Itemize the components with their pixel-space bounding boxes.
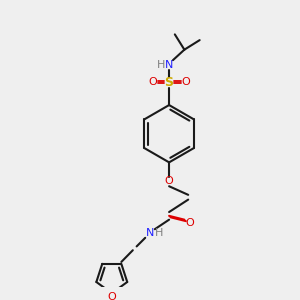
Text: O: O xyxy=(148,77,157,87)
Text: N: N xyxy=(165,60,173,70)
Text: S: S xyxy=(165,76,174,88)
Text: O: O xyxy=(181,77,190,87)
Text: O: O xyxy=(107,292,116,300)
Text: O: O xyxy=(186,218,194,227)
Text: N: N xyxy=(146,228,154,238)
Text: O: O xyxy=(165,176,173,187)
Text: H: H xyxy=(157,60,166,70)
Text: H: H xyxy=(154,228,163,238)
